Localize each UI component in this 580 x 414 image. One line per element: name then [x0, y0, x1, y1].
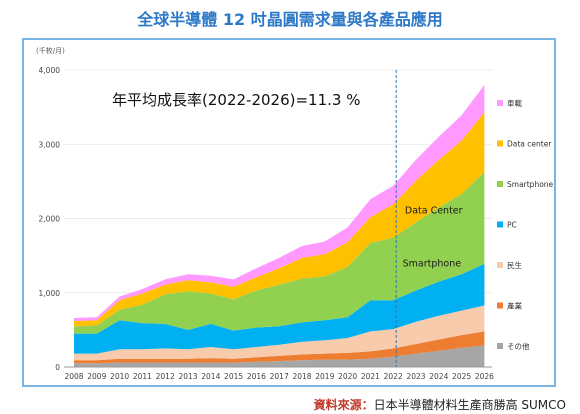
x-tick-label: 2020	[338, 372, 357, 381]
growth-rate-annotation: 年平均成長率(2022-2026)=11.3 %	[112, 91, 360, 109]
legend-swatch	[497, 262, 503, 268]
x-tick-label: 2010	[110, 372, 129, 381]
legend-label: 民生	[507, 260, 522, 270]
area-Smartphone	[74, 171, 485, 334]
legend-swatch	[497, 140, 503, 147]
x-tick-label: 2025	[452, 372, 471, 381]
y-tick-label: 0	[55, 363, 60, 372]
legend-label: その他	[507, 341, 530, 351]
legend-label: Smartphone	[507, 180, 554, 189]
area-Data center	[74, 112, 485, 327]
x-tick-label: 2019	[315, 372, 334, 381]
source-note: 資料來源：日本半導體材料生產商勝高 SUMCO	[314, 396, 566, 413]
y-tick-label: 3,000	[39, 140, 61, 149]
legend-swatch	[497, 302, 503, 309]
x-tick-label: 2024	[429, 372, 448, 381]
x-tick-label: 2012	[156, 372, 175, 381]
legend-label: 產業	[507, 301, 522, 311]
area-PC	[74, 263, 485, 354]
x-tick-label: 2013	[178, 372, 197, 381]
x-tick-label: 2021	[361, 372, 380, 381]
y-tick-label: 2,000	[39, 215, 61, 224]
x-tick-label: 2015	[224, 372, 243, 381]
x-tick-label: 2022	[384, 372, 403, 381]
legend-swatch	[497, 100, 503, 106]
area-その他	[74, 345, 485, 367]
page-title: 全球半導體 12 吋晶圓需求量與各產品應用	[137, 10, 443, 29]
y-tick-label: 4,000	[39, 66, 61, 75]
x-tick-label: 2018	[292, 372, 311, 381]
legend-label: PC	[507, 221, 517, 230]
area-產業	[74, 331, 485, 364]
y-tick-label: 1,000	[39, 289, 61, 298]
source-label: 資料來源：	[313, 398, 374, 412]
legend-label: 車載	[507, 98, 522, 108]
inner-label-Data center: Data Center	[405, 205, 463, 216]
legend-swatch	[497, 221, 503, 228]
inner-label-Smartphone: Smartphone	[403, 259, 462, 270]
x-tick-label: 2017	[270, 372, 289, 381]
x-tick-label: 2014	[201, 372, 220, 381]
legend-swatch	[497, 343, 503, 349]
x-tick-label: 2008	[64, 372, 83, 381]
y-unit-label: (千枚/月)	[36, 46, 65, 55]
x-tick-label: 2011	[133, 372, 152, 381]
legend-label: Data center	[507, 140, 552, 149]
source-text: 日本半導體材料生產商勝高 SUMCO	[373, 398, 566, 412]
x-tick-label: 2026	[475, 372, 494, 381]
area-民生	[74, 305, 485, 361]
legend-swatch	[497, 181, 503, 187]
x-tick-label: 2023	[406, 372, 425, 381]
x-tick-label: 2016	[247, 372, 266, 381]
x-tick-label: 2009	[87, 372, 106, 381]
